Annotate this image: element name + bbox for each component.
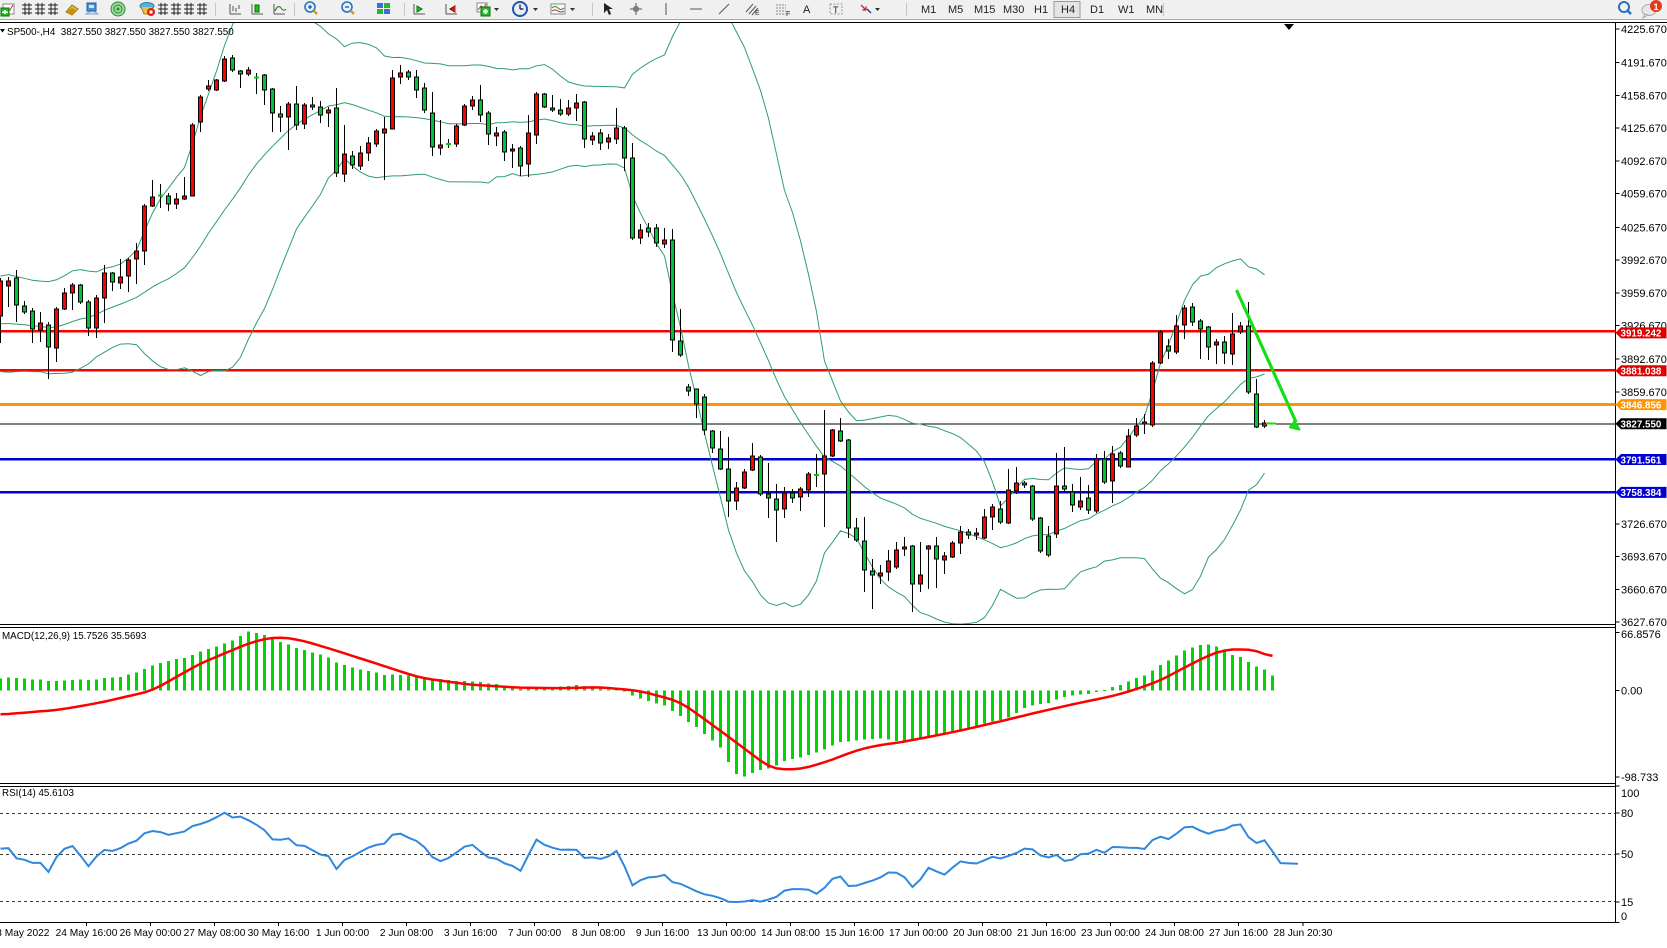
svg-text:M1: M1 xyxy=(921,4,936,16)
svg-text:3693.670: 3693.670 xyxy=(1621,552,1667,564)
svg-text:3726.670: 3726.670 xyxy=(1621,519,1667,531)
svg-text:27 Jun 16:00: 27 Jun 16:00 xyxy=(1209,928,1268,939)
svg-text:23 May 2022: 23 May 2022 xyxy=(0,928,50,939)
svg-text:3758.384: 3758.384 xyxy=(1621,488,1662,499)
svg-text:27 May 08:00: 27 May 08:00 xyxy=(184,928,246,939)
svg-text:100: 100 xyxy=(1621,788,1639,800)
svg-text:4225.670: 4225.670 xyxy=(1621,24,1667,36)
svg-text:M30: M30 xyxy=(1003,4,1024,16)
svg-text:3627.670: 3627.670 xyxy=(1621,617,1667,629)
svg-text:17 Jun 00:00: 17 Jun 00:00 xyxy=(889,928,948,939)
svg-text:3919.242: 3919.242 xyxy=(1621,329,1662,340)
svg-text:13 Jun 00:00: 13 Jun 00:00 xyxy=(697,928,756,939)
svg-text:20 Jun 08:00: 20 Jun 08:00 xyxy=(953,928,1012,939)
svg-text:A: A xyxy=(803,4,811,16)
svg-text:4125.670: 4125.670 xyxy=(1621,123,1667,135)
svg-text:H1: H1 xyxy=(1034,4,1048,16)
svg-text:0.00: 0.00 xyxy=(1621,686,1642,698)
svg-text:F: F xyxy=(786,11,790,18)
svg-text:26 May 00:00: 26 May 00:00 xyxy=(120,928,182,939)
svg-text:80: 80 xyxy=(1621,808,1633,820)
svg-text:30 May 16:00: 30 May 16:00 xyxy=(248,928,310,939)
svg-text:M15: M15 xyxy=(974,4,995,16)
svg-text:3859.670: 3859.670 xyxy=(1621,387,1667,399)
svg-text:8 Jun 08:00: 8 Jun 08:00 xyxy=(572,928,626,939)
svg-text:21 Jun 16:00: 21 Jun 16:00 xyxy=(1017,928,1076,939)
svg-text:M5: M5 xyxy=(948,4,963,16)
svg-text:E: E xyxy=(755,10,760,17)
svg-text:3 Jun 16:00: 3 Jun 16:00 xyxy=(444,928,498,939)
svg-text:SP500-,H4 3827.550 3827.550 3: SP500-,H4 3827.550 3827.550 3827.550 382… xyxy=(7,27,234,38)
svg-text:3791.561: 3791.561 xyxy=(1621,455,1662,466)
svg-text:3881.038: 3881.038 xyxy=(1621,367,1662,378)
svg-text:4059.670: 4059.670 xyxy=(1621,189,1667,201)
svg-text:3959.670: 3959.670 xyxy=(1621,288,1667,300)
svg-text:4158.670: 4158.670 xyxy=(1621,90,1667,102)
svg-text:0: 0 xyxy=(1621,911,1627,923)
svg-text:28 Jun 20:30: 28 Jun 20:30 xyxy=(1274,928,1333,939)
svg-text:24 Jun 08:00: 24 Jun 08:00 xyxy=(1145,928,1204,939)
svg-text:7 Jun 00:00: 7 Jun 00:00 xyxy=(508,928,562,939)
svg-text:15 Jun 16:00: 15 Jun 16:00 xyxy=(825,928,884,939)
svg-text:24 May 16:00: 24 May 16:00 xyxy=(56,928,118,939)
svg-text:9 Jun 16:00: 9 Jun 16:00 xyxy=(636,928,690,939)
svg-text:T: T xyxy=(833,5,839,15)
svg-text:2 Jun 08:00: 2 Jun 08:00 xyxy=(380,928,434,939)
svg-text:MN: MN xyxy=(1146,4,1163,16)
svg-text:3992.670: 3992.670 xyxy=(1621,255,1667,267)
svg-text:D1: D1 xyxy=(1090,4,1104,16)
svg-text:4025.670: 4025.670 xyxy=(1621,222,1667,234)
svg-text:4092.670: 4092.670 xyxy=(1621,156,1667,168)
svg-text:4191.670: 4191.670 xyxy=(1621,58,1667,70)
svg-text:3827.550: 3827.550 xyxy=(1621,420,1662,431)
svg-text:15: 15 xyxy=(1621,897,1633,909)
svg-text:3846.856: 3846.856 xyxy=(1621,400,1662,411)
svg-text:MACD(12,26,9) 15.7526 35.5693: MACD(12,26,9) 15.7526 35.5693 xyxy=(2,631,147,642)
svg-text:3892.670: 3892.670 xyxy=(1621,354,1667,366)
svg-text:50: 50 xyxy=(1621,849,1633,861)
svg-text:-98.733: -98.733 xyxy=(1621,772,1658,784)
svg-text:RSI(14) 45.6103: RSI(14) 45.6103 xyxy=(2,788,74,799)
svg-text:1 Jun 00:00: 1 Jun 00:00 xyxy=(316,928,370,939)
svg-text:14 Jun 08:00: 14 Jun 08:00 xyxy=(761,928,820,939)
svg-text:1: 1 xyxy=(1654,2,1659,12)
svg-text:H4: H4 xyxy=(1061,4,1075,16)
svg-text:66.8576: 66.8576 xyxy=(1621,629,1661,641)
svg-text:3660.670: 3660.670 xyxy=(1621,584,1667,596)
svg-text:23 Jun 00:00: 23 Jun 00:00 xyxy=(1081,928,1140,939)
svg-text:W1: W1 xyxy=(1118,4,1135,16)
